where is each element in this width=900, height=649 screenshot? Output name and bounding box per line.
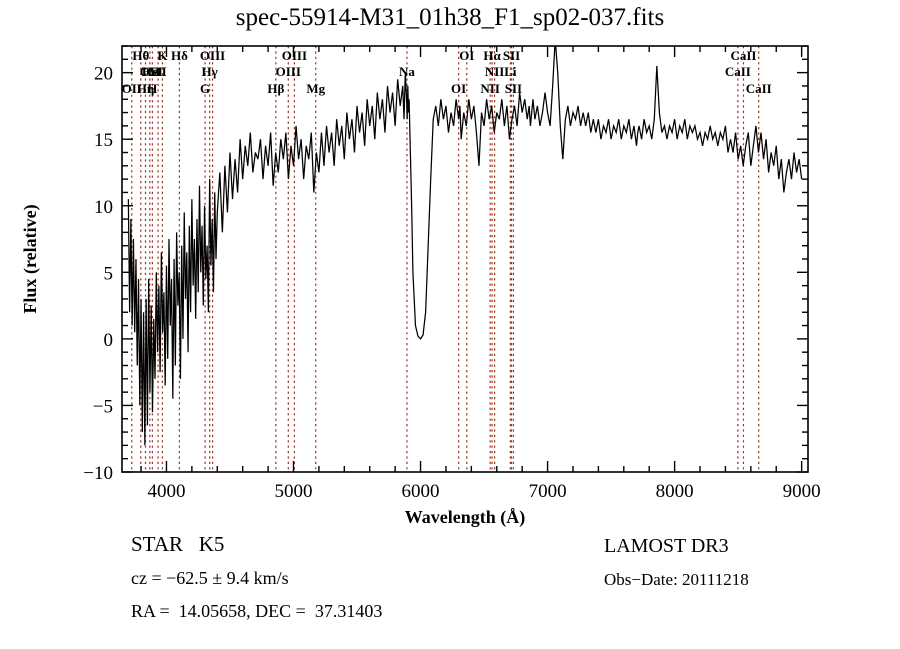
spectral-line-label: NII (485, 64, 505, 79)
spectrum-trace (127, 46, 803, 446)
spectral-line-label: OII (140, 64, 160, 79)
y-tick-label: −10 (83, 463, 113, 484)
y-tick-label: 5 (104, 263, 114, 284)
spectral-line-label: OIII (276, 64, 301, 79)
object-class-text: STAR K5 (131, 532, 225, 556)
spectral-line-label: CaII (725, 64, 751, 79)
spectral-line-label: G (200, 81, 210, 96)
x-tick-label: 7000 (529, 481, 567, 502)
spectral-line-label: Hη (137, 81, 155, 96)
spectral-line-label: Hα (483, 48, 501, 63)
spectral-line-label: OIII (200, 48, 225, 63)
spectral-line-label: CaII (746, 81, 772, 96)
y-tick-label: −5 (93, 396, 113, 417)
x-tick-label: 5000 (275, 481, 313, 502)
spectral-line-label: OI (459, 48, 474, 63)
spectral-line-label: Na (399, 64, 415, 79)
x-axis-label: Wavelength (Å) (405, 507, 526, 528)
y-tick-label: 10 (94, 197, 113, 218)
spectral-line-label: SII (149, 64, 166, 79)
spectral-line-label: OII (122, 81, 142, 96)
page-title: spec-55914-M31_01h38_F1_sp02-037.fits (235, 4, 665, 31)
x-tick-label: 9000 (783, 481, 821, 502)
spectral-line-label: Hθ (132, 48, 149, 63)
y-tick-label: 15 (94, 130, 113, 151)
x-tick-label: 8000 (656, 481, 694, 502)
obs-date-text: Obs−Date: 20111218 (604, 570, 749, 589)
spectral-line-label: H (147, 81, 157, 96)
spectrum-trace-group (127, 46, 803, 446)
spectral-line-label: HeI (142, 64, 163, 79)
spectral-line-label: Hγ (202, 64, 218, 79)
x-tick-label: 6000 (402, 481, 440, 502)
spectral-line-label: SII (503, 48, 520, 63)
spectral-line-label: CaII (730, 48, 756, 63)
spectral-line-label: OIII (282, 48, 307, 63)
spectral-line-label: NII (480, 81, 500, 96)
x-tick-label: 4000 (147, 481, 185, 502)
spectral-line-label: SII (505, 81, 522, 96)
redshift-text: cz = −62.5 ± 9.4 km/s (131, 568, 289, 588)
spectral-line-label: OI (451, 81, 466, 96)
spectral-line-label: Hβ (267, 81, 284, 96)
y-axis-label: Flux (relative) (20, 204, 41, 313)
coordinates-text: RA = 14.05658, DEC = 37.31403 (131, 601, 383, 621)
spectral-line-label: K (157, 48, 168, 63)
spectral-line-label: Li (504, 64, 517, 79)
plot-frame (121, 45, 809, 473)
spectral-line-label: Mg (306, 81, 325, 96)
y-tick-label: 0 (104, 330, 114, 351)
survey-text: LAMOST DR3 (604, 535, 729, 557)
y-tick-label: 20 (94, 64, 113, 85)
spectral-line-label: Hδ (171, 48, 188, 63)
